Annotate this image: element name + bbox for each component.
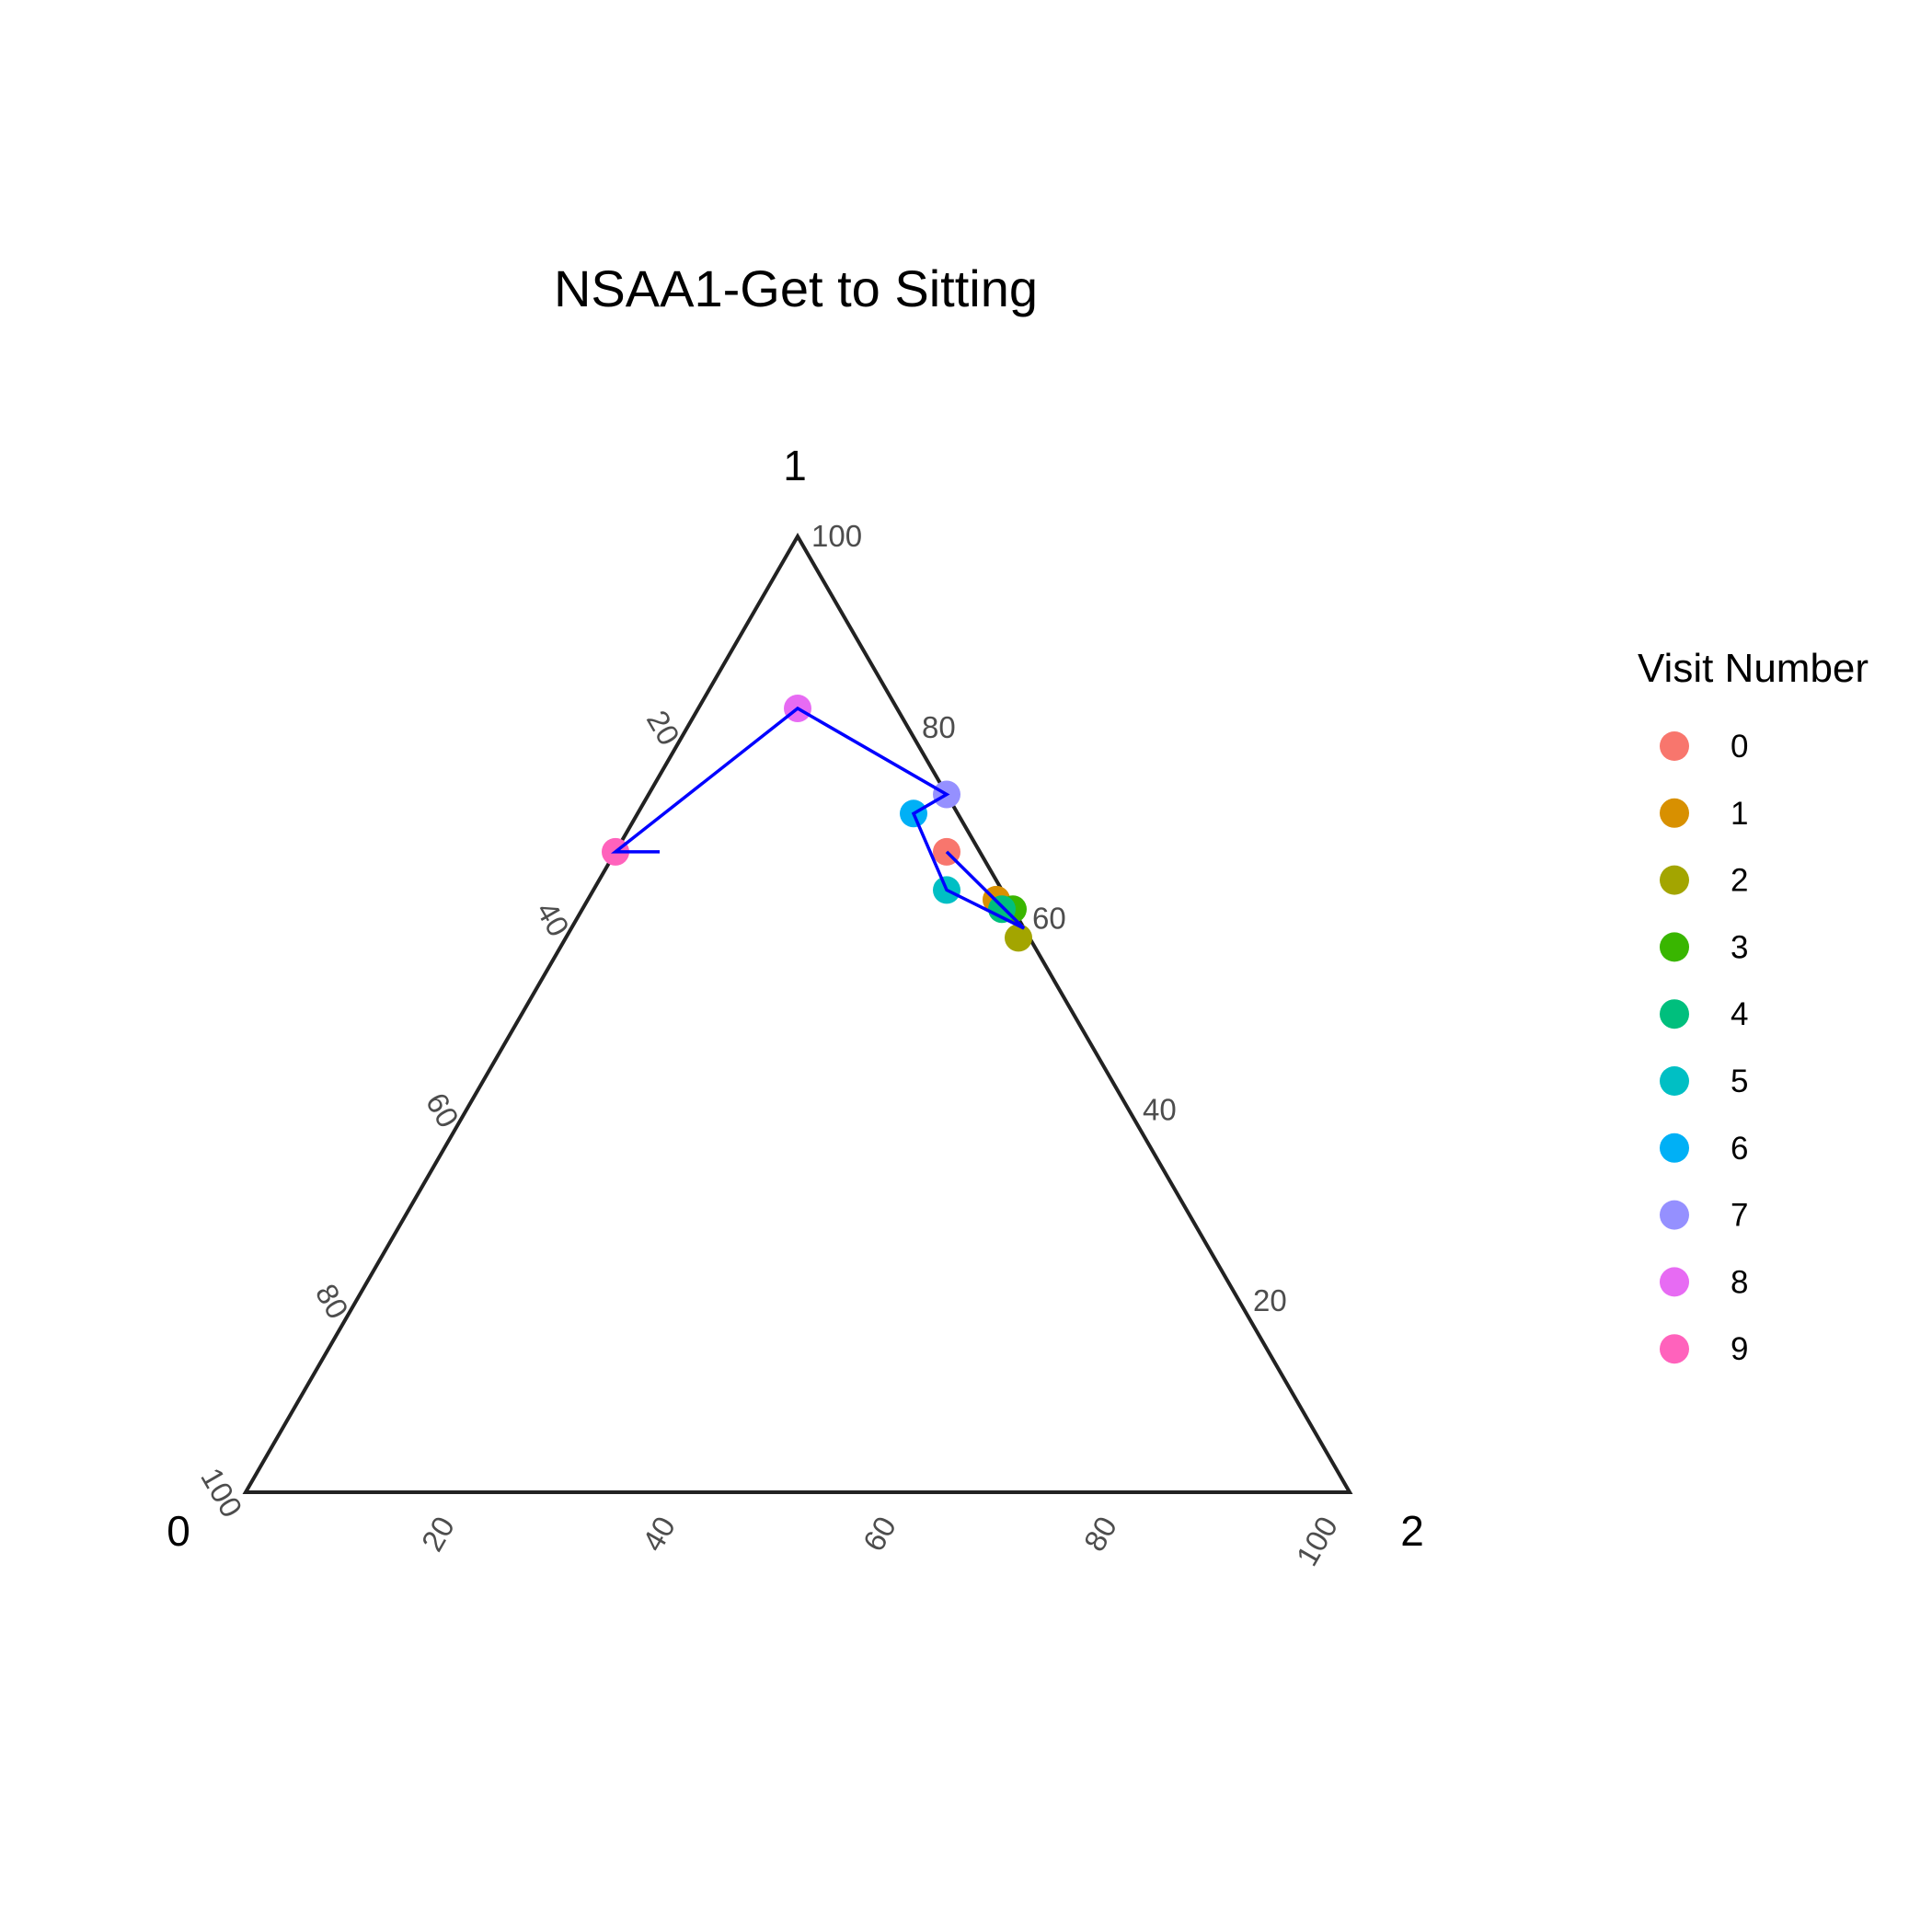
tick-label-bottom-60: 60: [857, 1511, 903, 1557]
legend-items: 0 1 2 3 4 5 6 7 8 9: [1660, 729, 1748, 1367]
corner-label-2: 2: [1400, 1507, 1424, 1555]
tick-label-right-80: 80: [922, 710, 956, 744]
legend-label-5: 5: [1731, 1064, 1748, 1099]
triangle-frame: [242, 533, 1353, 1494]
legend-key-7: [1660, 1200, 1689, 1230]
tick-label-right-20: 20: [1253, 1283, 1287, 1317]
point-visit-4: [988, 895, 1016, 924]
legend-key-6: [1660, 1133, 1689, 1163]
legend: Visit Number 0 1 2 3 4 5 6 7 8 9: [1638, 646, 1869, 1367]
legend-key-3: [1660, 932, 1689, 962]
tick-label-right-60: 60: [1032, 902, 1066, 936]
legend-label-9: 9: [1731, 1331, 1748, 1367]
corner-label-0: 0: [167, 1507, 190, 1555]
corner-label-1: 1: [783, 442, 807, 489]
legend-key-0: [1660, 731, 1689, 761]
legend-key-8: [1660, 1267, 1689, 1297]
legend-label-4: 4: [1731, 996, 1748, 1032]
legend-label-2: 2: [1731, 863, 1748, 899]
legend-key-5: [1660, 1066, 1689, 1096]
legend-label-8: 8: [1731, 1264, 1748, 1300]
tick-label-bottom-100: 100: [1289, 1511, 1344, 1571]
legend-label-6: 6: [1731, 1131, 1748, 1167]
legend-title: Visit Number: [1638, 646, 1869, 691]
legend-label-1: 1: [1731, 796, 1748, 832]
legend-key-9: [1660, 1334, 1689, 1364]
tick-label-bottom-80: 80: [1077, 1511, 1123, 1557]
legend-label-0: 0: [1731, 729, 1748, 765]
legend-label-3: 3: [1731, 929, 1748, 965]
legend-key-1: [1660, 798, 1689, 828]
chart-title: NSAA1-Get to Sitting: [554, 259, 1038, 317]
ternary-axes: [242, 533, 1353, 1494]
tick-label-right-40: 40: [1143, 1092, 1177, 1126]
tick-label-bottom-40: 40: [636, 1511, 682, 1557]
tick-label-right-100: 100: [811, 519, 862, 553]
point-visit-2: [1005, 924, 1032, 952]
legend-key-2: [1660, 865, 1689, 895]
path-line: [610, 706, 1026, 930]
tick-label-bottom-20: 20: [415, 1511, 461, 1557]
trajectory-path: [610, 706, 1026, 930]
tick-label-left-100: 100: [194, 1462, 249, 1523]
legend-key-4: [1660, 999, 1689, 1029]
legend-label-7: 7: [1731, 1198, 1748, 1234]
